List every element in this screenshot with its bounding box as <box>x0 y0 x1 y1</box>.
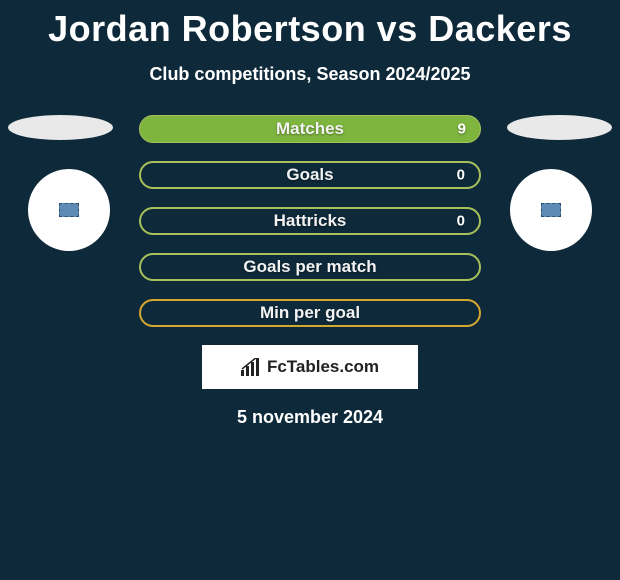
brand-text: FcTables.com <box>267 357 379 377</box>
stat-row-goals: Goals 0 <box>139 161 481 189</box>
club-badge-right <box>510 169 592 251</box>
placeholder-icon <box>59 203 79 217</box>
brand-box: FcTables.com <box>202 345 418 389</box>
stat-row-min-per-goal: Min per goal <box>139 299 481 327</box>
stat-label: Min per goal <box>141 303 479 323</box>
page-title: Jordan Robertson vs Dackers <box>0 0 620 50</box>
stat-label: Goals per match <box>141 257 479 277</box>
stat-label: Hattricks <box>141 211 479 231</box>
stat-row-goals-per-match: Goals per match <box>139 253 481 281</box>
player-shadow-left <box>8 115 113 140</box>
subtitle: Club competitions, Season 2024/2025 <box>0 64 620 85</box>
bars-icon <box>241 358 261 376</box>
club-badge-left <box>28 169 110 251</box>
stat-value-right: 0 <box>457 213 465 230</box>
stat-value-right: 9 <box>458 121 466 138</box>
player-shadow-right <box>507 115 612 140</box>
stat-rows: Matches 9 Goals 0 Hattricks 0 Goals per … <box>139 115 481 327</box>
placeholder-icon <box>541 203 561 217</box>
stat-value-right: 0 <box>457 167 465 184</box>
stat-label: Matches <box>140 119 480 139</box>
stat-row-hattricks: Hattricks 0 <box>139 207 481 235</box>
stat-row-matches: Matches 9 <box>139 115 481 143</box>
stat-label: Goals <box>141 165 479 185</box>
comparison-stage: Matches 9 Goals 0 Hattricks 0 Goals per … <box>0 115 620 327</box>
date-label: 5 november 2024 <box>0 407 620 428</box>
brand-label: FcTables.com <box>241 357 379 377</box>
